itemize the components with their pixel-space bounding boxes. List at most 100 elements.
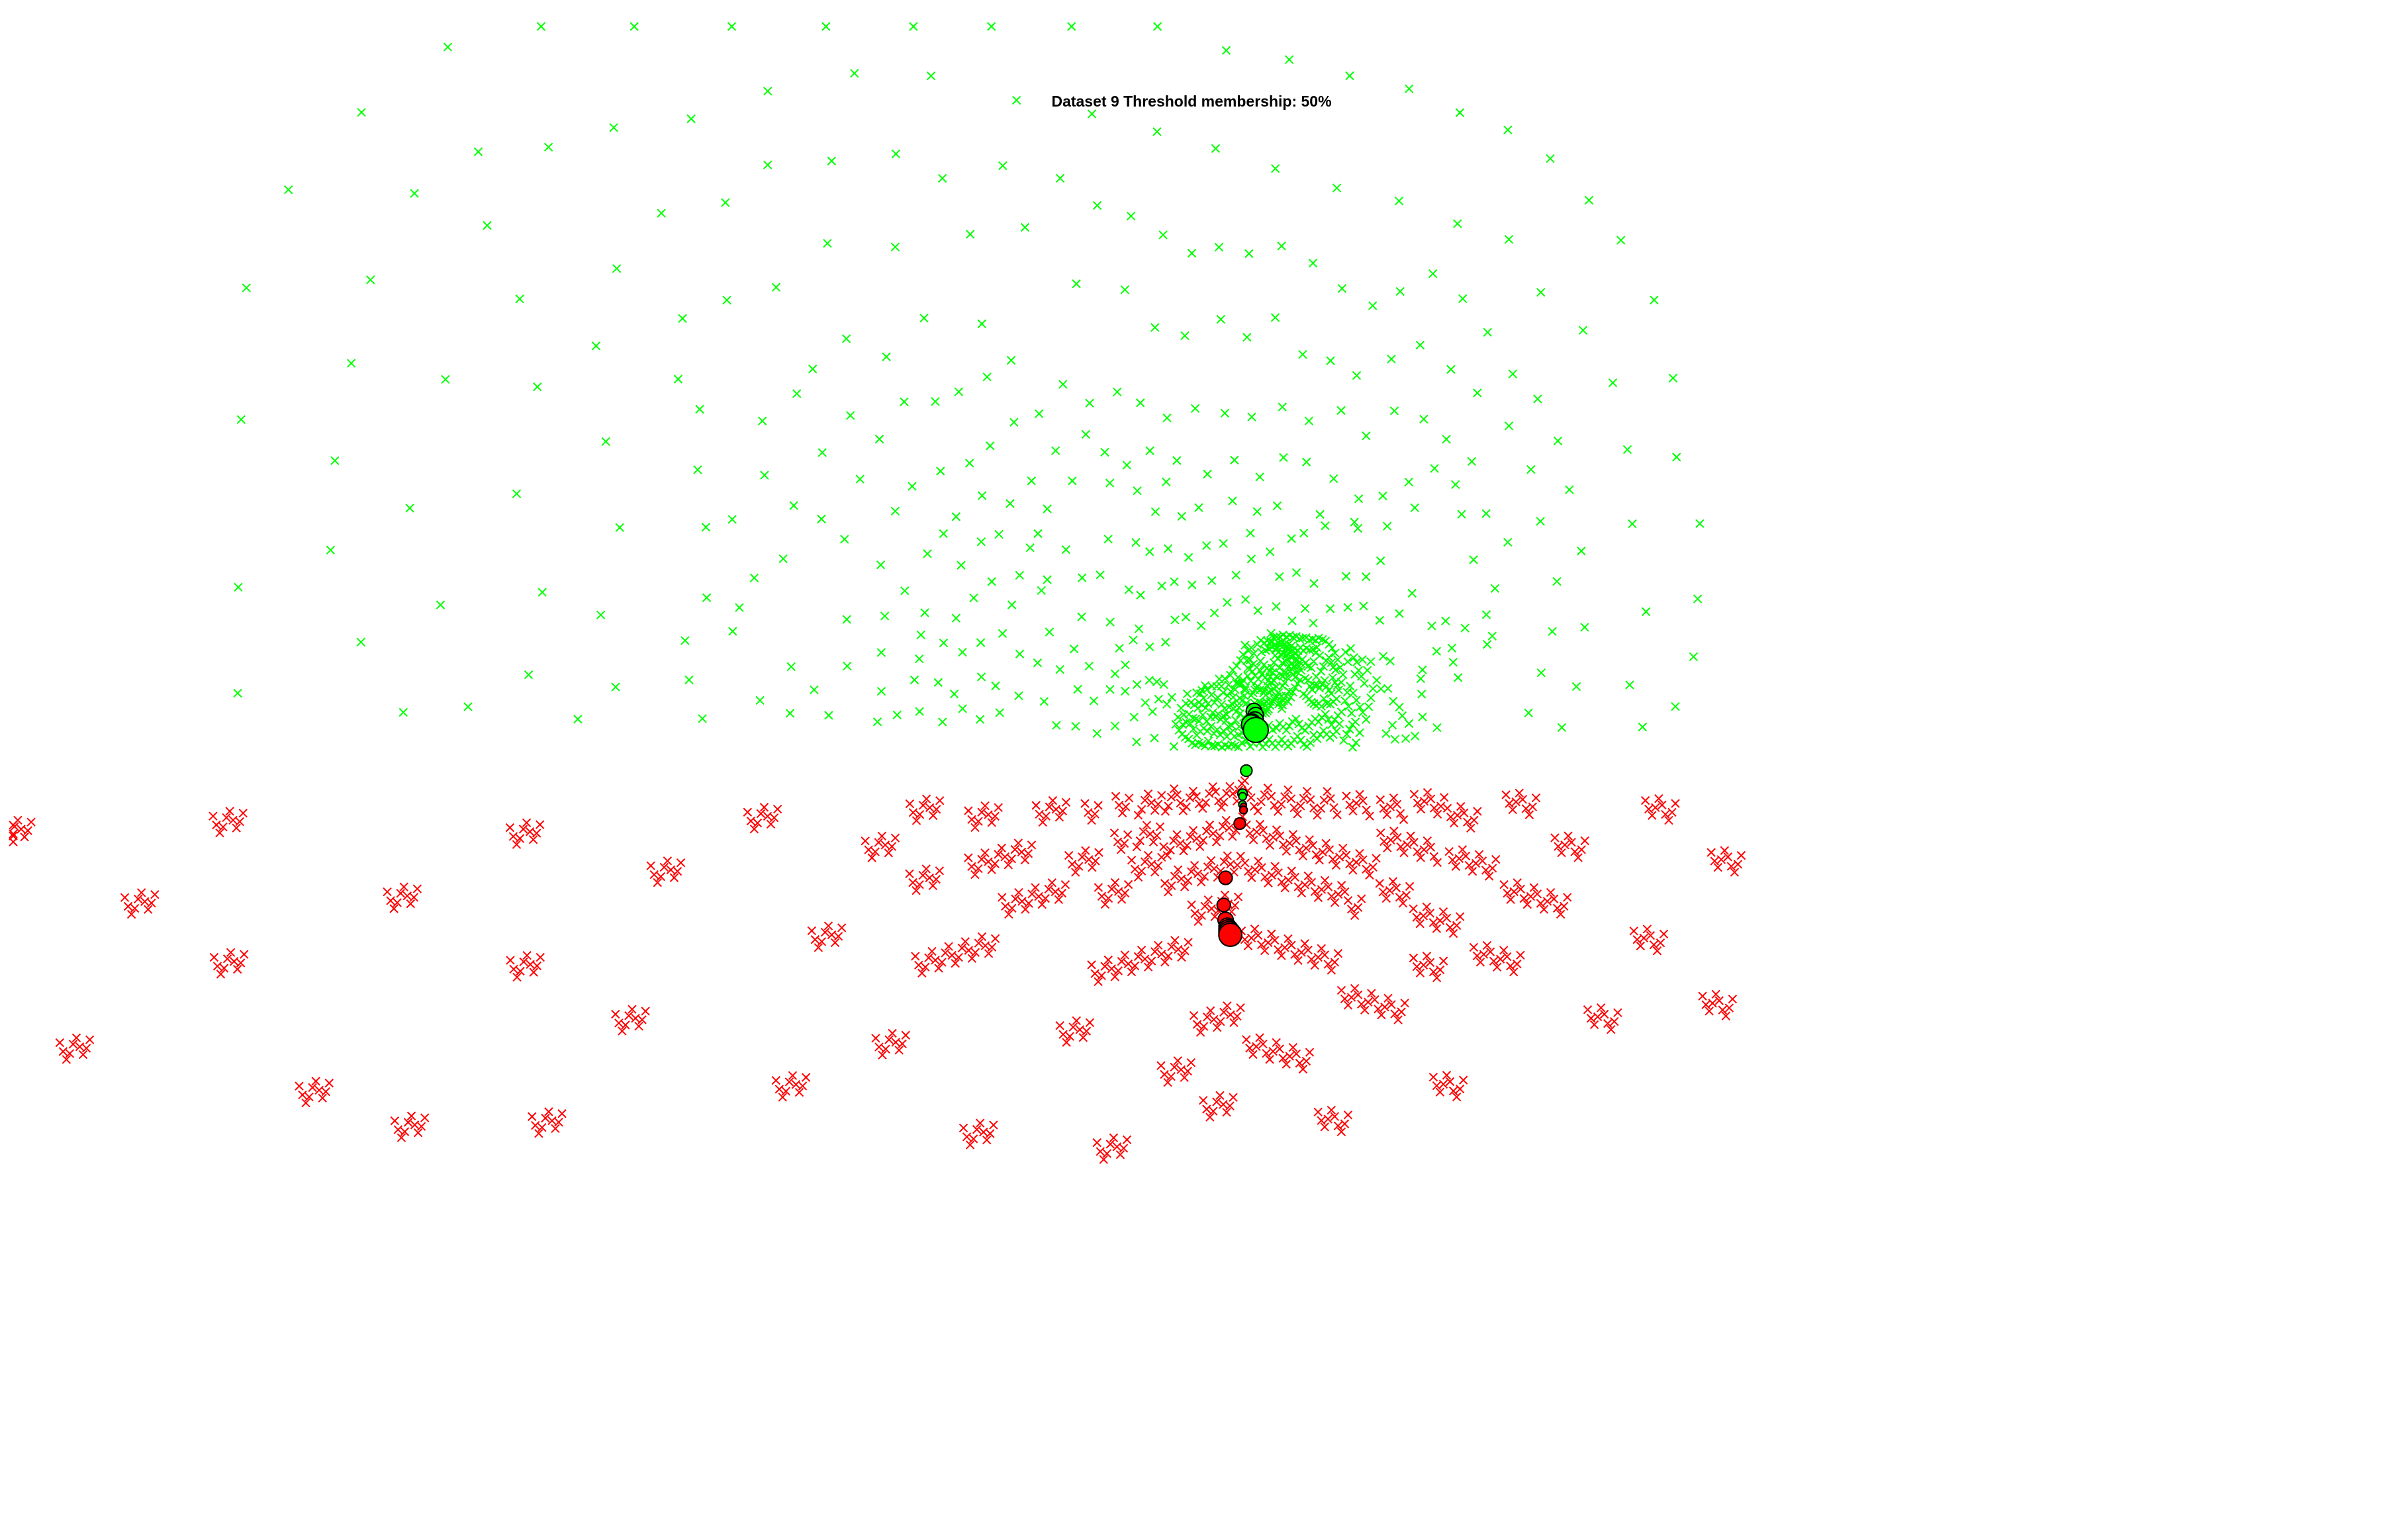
- data-point-x: [1347, 708, 1356, 718]
- data-point-x: [1072, 279, 1081, 289]
- data-point-x: [957, 943, 966, 953]
- data-point-x: [1711, 989, 1720, 999]
- data-point-x: [1505, 799, 1514, 808]
- data-point-x: [1368, 862, 1378, 872]
- data-point-x: [531, 1120, 540, 1130]
- data-point-x: [789, 501, 798, 510]
- data-point-x: [298, 1090, 307, 1100]
- cluster-0-centers: [1237, 702, 1269, 809]
- data-point-x: [1291, 714, 1301, 724]
- data-point-x: [1668, 373, 1678, 383]
- data-point-x: [781, 1087, 791, 1096]
- data-point-x: [1383, 684, 1393, 693]
- data-point-x: [1223, 851, 1233, 860]
- data-point-x: [1277, 242, 1286, 251]
- data-point-x: [1199, 872, 1209, 882]
- data-point-x: [1200, 901, 1209, 911]
- data-point-x: [939, 529, 949, 539]
- data-point-x: [1438, 956, 1448, 966]
- data-point-x: [1201, 827, 1211, 836]
- data-point-x: [1310, 960, 1319, 970]
- data-point-x: [1007, 903, 1017, 913]
- data-point-x: [1366, 693, 1376, 703]
- data-point-x: [909, 22, 918, 31]
- data-point-x: [1438, 907, 1448, 917]
- data-point-x: [749, 573, 759, 582]
- data-point-x: [1262, 834, 1271, 843]
- data-point-x: [1536, 517, 1545, 526]
- data-point-x: [1279, 453, 1288, 463]
- data-point-x: [884, 848, 894, 858]
- data-point-x: [1300, 604, 1310, 613]
- data-point-x: [874, 838, 883, 847]
- data-point-x: [1133, 486, 1142, 496]
- data-point-x: [874, 434, 884, 444]
- data-point-x: [1103, 893, 1113, 903]
- data-point-x: [1386, 835, 1395, 844]
- data-point-x: [1432, 647, 1442, 656]
- data-point-x: [1216, 715, 1225, 724]
- data-point-x: [1338, 843, 1348, 853]
- data-point-x: [1313, 893, 1323, 903]
- data-point-x: [1280, 792, 1289, 801]
- data-point-x: [1285, 838, 1295, 848]
- data-point-x: [1380, 1002, 1389, 1012]
- data-point-x: [1267, 870, 1276, 880]
- data-point-x: [1110, 972, 1120, 981]
- data-point-x: [1180, 946, 1190, 956]
- data-point-x: [534, 1128, 543, 1138]
- data-point-x: [989, 1120, 998, 1130]
- data-point-x: [1268, 1046, 1278, 1056]
- data-point-x: [1087, 815, 1096, 825]
- data-point-x: [791, 1079, 801, 1089]
- data-point-x: [1109, 828, 1119, 838]
- data-point-x: [1419, 960, 1428, 970]
- data-point-x: [987, 865, 996, 874]
- data-point-x: [1628, 519, 1637, 529]
- data-point-x: [1234, 743, 1243, 752]
- data-point-x: [1432, 809, 1442, 819]
- data-point-x: [898, 1039, 907, 1048]
- data-point-x: [1033, 658, 1043, 668]
- data-point-x: [1392, 799, 1402, 809]
- data-point-x: [746, 816, 756, 826]
- data-point-x: [1389, 827, 1399, 836]
- data-point-x: [888, 1028, 897, 1038]
- data-point-x: [1426, 842, 1435, 852]
- data-point-x: [1190, 860, 1199, 870]
- data-point-x: [515, 834, 525, 843]
- data-point-x: [1323, 1114, 1332, 1124]
- data-point-x: [656, 872, 666, 882]
- data-point-x: [1143, 850, 1153, 860]
- data-point-x: [1020, 222, 1030, 232]
- data-point-x: [1342, 850, 1351, 860]
- data-point-x: [1309, 803, 1319, 813]
- data-point-x: [1289, 803, 1299, 813]
- data-point-x: [1442, 1071, 1452, 1080]
- data-point-x: [1457, 510, 1466, 519]
- data-point-x: [1219, 797, 1229, 807]
- data-point-x: [1073, 684, 1082, 694]
- data-point-x: [1211, 144, 1221, 154]
- data-point-x: [701, 522, 711, 532]
- data-point-x: [1221, 815, 1231, 825]
- data-point-x: [1375, 615, 1384, 625]
- data-point-x: [1446, 365, 1456, 374]
- data-point-x: [512, 489, 522, 498]
- data-point-x: [1119, 1144, 1129, 1153]
- data-point-x: [1105, 478, 1115, 488]
- data-point-x: [1266, 672, 1275, 682]
- data-point-x: [1275, 572, 1284, 582]
- data-point-x: [1244, 664, 1254, 674]
- data-point-x: [1058, 806, 1068, 816]
- data-point-x: [1550, 833, 1560, 842]
- data-point-x: [1288, 830, 1298, 839]
- data-point-x: [1195, 1028, 1205, 1037]
- data-point-x: [393, 1125, 403, 1134]
- data-point-x: [1220, 890, 1230, 899]
- data-point-x: [1452, 921, 1462, 930]
- data-point-x: [1084, 807, 1093, 817]
- data-point-x: [1100, 899, 1110, 909]
- data-point-x: [1513, 959, 1522, 969]
